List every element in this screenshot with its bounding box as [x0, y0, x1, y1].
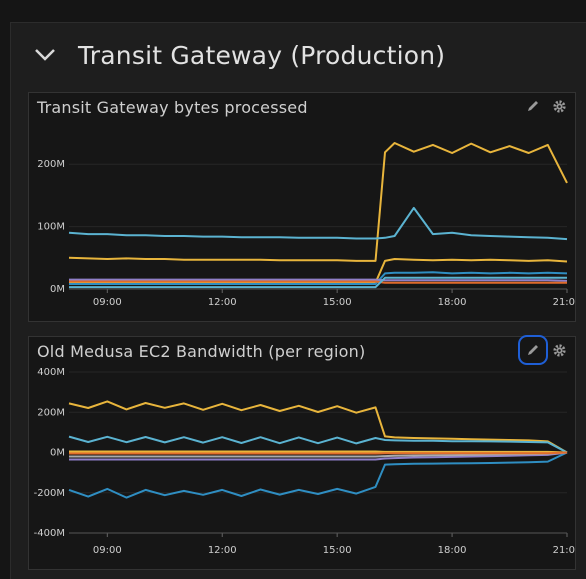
y-tick-label: 200M — [37, 159, 65, 170]
panel-transit-gateway-bytes: Transit Gateway bytes processed 0M 100M 20… — [28, 92, 576, 322]
line-chart: 400M 200M 0M -200M -400M 09:00 12:00 15:00 18:00… — [29, 337, 575, 569]
row-header[interactable]: Transit Gateway (Production) — [20, 30, 586, 80]
x-tick-label: 15:00 — [323, 545, 352, 556]
y-tick-label: -200M — [34, 488, 65, 499]
series-line-6 — [69, 453, 567, 454]
series-line-0 — [69, 401, 567, 452]
line-chart: 0M 100M 200M 09:00 12:00 15:00 18:00 21:00 — [29, 93, 575, 321]
chevron-down-icon[interactable] — [32, 42, 58, 68]
series-line-1 — [69, 208, 567, 239]
panel-old-medusa-bandwidth: Old Medusa EC2 Bandwidth (per region) 40… — [28, 336, 576, 570]
y-tick-label: 400M — [37, 367, 65, 378]
x-tick-label: 15:00 — [323, 297, 352, 308]
series-line-0 — [69, 143, 567, 261]
row-title: Transit Gateway (Production) — [78, 41, 445, 70]
x-tick-label: 18:00 — [438, 545, 467, 556]
y-tick-label: 100M — [37, 222, 65, 233]
y-tick-label: 200M — [37, 407, 65, 418]
x-tick-label: 12:00 — [208, 297, 237, 308]
x-tick-label: 21:00 — [553, 545, 575, 556]
y-tick-label: 0M — [50, 448, 65, 459]
x-tick-label: 18:00 — [438, 297, 467, 308]
y-tick-label: -400M — [34, 528, 65, 539]
x-tick-label: 12:00 — [208, 545, 237, 556]
y-tick-label: 0M — [50, 284, 65, 295]
x-tick-label: 09:00 — [93, 545, 122, 556]
x-tick-label: 21:00 — [553, 297, 575, 308]
x-tick-label: 09:00 — [93, 297, 122, 308]
